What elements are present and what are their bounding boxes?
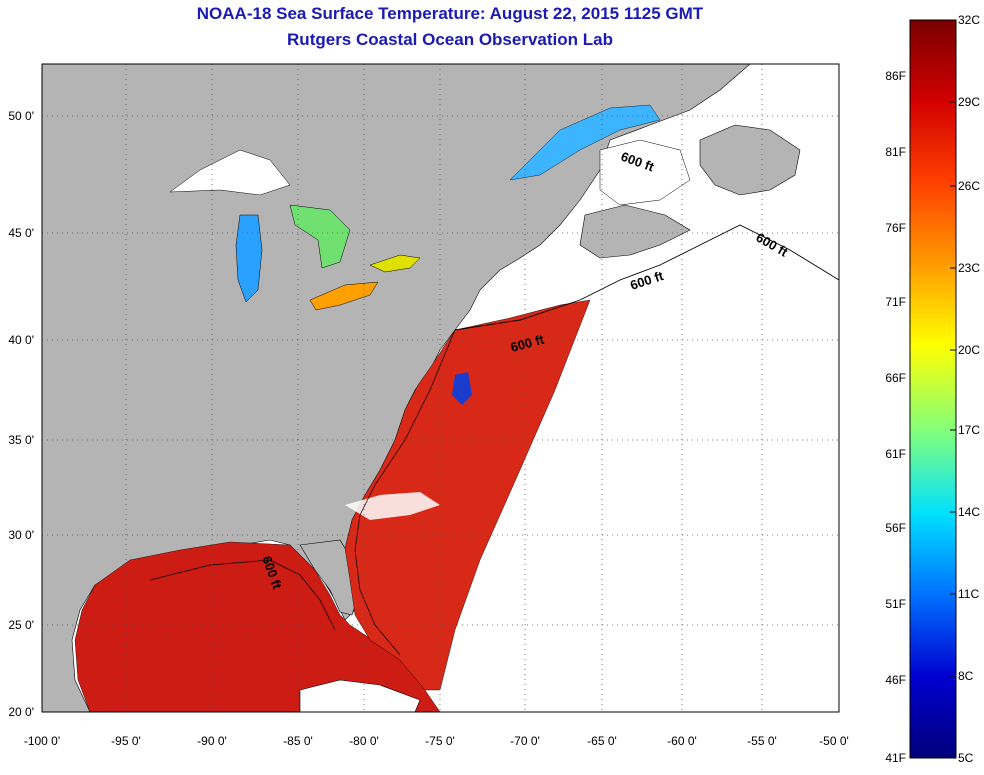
lake-michigan [235,214,263,303]
lon-label: -60 0' [667,734,697,748]
sst-st-lawrence [509,104,661,181]
lat-label: 40 0' [8,333,34,347]
land-newfoundland [699,124,801,196]
colorbar-celsius-label: 8C [958,669,974,683]
lon-label: -65 0' [587,734,617,748]
colorbar [909,19,957,759]
lake-erie [309,281,379,311]
lat-label: 35 0' [8,433,34,447]
colorbar-fahrenheit-label: 56F [885,521,906,535]
lon-label: -80 0' [349,734,379,748]
colorbar-fahrenheit-label: 51F [885,597,906,611]
colorbar-fahrenheit-label: 76F [885,221,906,235]
colorbar-celsius-label: 5C [958,751,974,765]
lat-label: 45 0' [8,226,34,240]
map-title: NOAA-18 Sea Surface Temperature: August … [196,4,704,23]
no-data-cloud [345,492,440,520]
lon-label: -100 0' [24,734,60,748]
land-florida [299,539,361,616]
lake-ontario [369,254,421,273]
colorbar-celsius-label: 20C [958,343,980,357]
colorbar-fahrenheit-label: 46F [885,673,906,687]
colorbar-celsius-label: 17C [958,423,980,437]
colorbar-celsius-label: 29C [958,95,980,109]
lon-label: -55 0' [747,734,777,748]
depth-contour-600ft [454,224,839,331]
lat-label: 25 0' [8,618,34,632]
lon-label: -50 0' [819,734,849,748]
colorbar-celsius-label: 14C [958,505,980,519]
lon-label: -85 0' [283,734,313,748]
map-grid [42,64,839,712]
colorbar-fahrenheit-label: 81F [885,145,906,159]
lon-label: -75 0' [425,734,455,748]
colorbar-fahrenheit-label: 66F [885,371,906,385]
colorbar-fahrenheit-label: 86F [885,69,906,83]
lon-label: -90 0' [197,734,227,748]
lon-label: -95 0' [111,734,141,748]
colorbar-fahrenheit-label: 41F [885,751,906,765]
no-data-st-lawrence [599,139,691,206]
lat-label: 50 0' [8,109,34,123]
sst-cool-patch [452,372,472,405]
depth-contour-600ft-south [354,329,456,656]
land-cuba [299,679,421,712]
depth-contour-600ft-gulf [149,559,336,631]
sst-atlantic-swath [344,299,591,691]
colorbar-fahrenheit-label: 71F [885,295,906,309]
colorbar-celsius-label: 32C [958,13,980,27]
colorbar-celsius-label: 11C [958,587,979,601]
lon-label: -70 0' [510,734,540,748]
colorbar-celsius-label: 23C [958,261,980,275]
lake-superior [169,149,291,196]
lake-huron [289,204,351,269]
colorbar-fahrenheit-label: 61F [885,447,906,461]
sst-gulf-of-mexico [74,541,441,712]
lat-label: 30 0' [8,528,34,542]
lat-label: 20 0' [8,705,34,719]
map-border [41,63,840,713]
land-maritimes [579,204,691,259]
map-subtitle: Rutgers Coastal Ocean Observation Lab [287,30,613,49]
colorbar-celsius-label: 26C [958,179,980,193]
